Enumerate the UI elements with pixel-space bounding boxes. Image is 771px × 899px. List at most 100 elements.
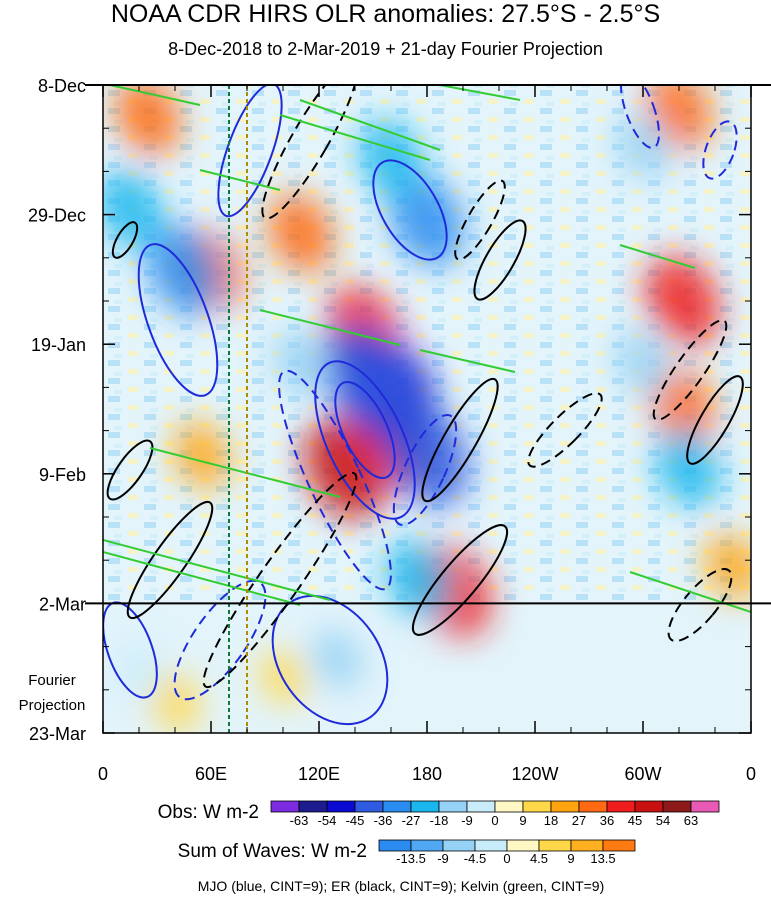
mjo-contour: [173, 579, 267, 701]
mjo-contour: [392, 413, 458, 527]
colorbar-label: 36: [600, 813, 614, 828]
footnote: MJO (blue, CINT=9); ER (black, CINT=9); …: [198, 878, 605, 894]
mjo-contour: [702, 120, 738, 180]
kelvin-contour: [629, 571, 751, 613]
anomaly-blob: [268, 193, 334, 273]
colorbar-box: [494, 800, 524, 813]
colorbar-label: -45: [346, 813, 365, 828]
colorbar-box: [270, 800, 300, 813]
wave-contours: [103, 85, 751, 726]
mjo-contour: [314, 360, 416, 520]
anomaly-blob: [615, 113, 671, 180]
kelvin-contour: [279, 114, 431, 161]
y-tick-label: 19-Jan: [31, 335, 86, 355]
colorbar-label: 45: [628, 813, 642, 828]
er-contour: [473, 219, 527, 301]
chart-title: NOAA CDR HIRS OLR anomalies: 27.5°S - 2.…: [110, 0, 661, 28]
colorbar-box: [442, 839, 476, 852]
colorbar-label: 54: [656, 813, 670, 828]
colorbar-box: [326, 800, 356, 813]
anomaly-blob: [174, 422, 230, 489]
er-contour: [667, 568, 733, 642]
er-contour: [686, 375, 744, 465]
chart-subtitle: 8-Dec-2018 to 2-Mar-2019 + 21-day Fourie…: [168, 39, 603, 59]
colorbar-box: [410, 800, 440, 813]
colorbar-label: -4.5: [464, 851, 486, 866]
colorbar-label: 9: [519, 813, 526, 828]
colorbar-label: -9: [437, 851, 449, 866]
colorbar-label: -63: [290, 813, 309, 828]
colorbar-box: [522, 800, 552, 813]
colorbar-label: -9: [461, 813, 473, 828]
colorbar-box: [466, 800, 496, 813]
x-axis: 0 60E 120E 180 120W 60W 0: [98, 85, 756, 784]
colorbar-label: -54: [318, 813, 337, 828]
mjo-contour: [137, 243, 219, 397]
kelvin-contour: [419, 349, 516, 373]
anomaly-blob: [103, 169, 163, 248]
anomaly-blob: [645, 255, 720, 347]
colorbar-box: [438, 800, 468, 813]
colorbar-label: 0: [503, 851, 510, 866]
y-axis: 8-Dec 29-Dec 19-Jan 9-Feb 2-Mar 23-Mar: [28, 76, 751, 744]
kelvin-contour: [299, 99, 441, 151]
y-tick-label: 29-Dec: [28, 206, 86, 226]
projection-label-line2: Projection: [19, 697, 86, 714]
x-tick-label: 0: [98, 764, 108, 784]
x-tick-label: 0: [746, 764, 756, 784]
anomaly-blob: [385, 539, 451, 618]
colorbar-box: [474, 839, 508, 852]
colorbar-label: 63: [684, 813, 698, 828]
er-contour: [111, 221, 139, 259]
mjo-contour: [620, 85, 660, 149]
mjo-contour: [334, 380, 396, 480]
x-tick-label: 60E: [195, 764, 227, 784]
er-contour: [106, 439, 154, 501]
kelvin-contour: [439, 85, 521, 101]
colorbar-label: -13.5: [396, 851, 426, 866]
colorbar-box: [634, 800, 664, 813]
y-tick-label: 23-Mar: [29, 724, 86, 744]
kelvin-contour: [103, 551, 301, 606]
y-tick-label: 9-Feb: [39, 465, 86, 485]
colorbar-label: 9: [567, 851, 574, 866]
colorbar-label: 18: [544, 813, 558, 828]
waves-colorbar-title: Sum of Waves: W m-2: [178, 841, 367, 862]
colorbar-box: [662, 800, 692, 813]
colorbar-box: [506, 839, 540, 852]
obs-colorbar-title: Obs: W m-2: [158, 802, 259, 823]
anomaly-blob: [149, 671, 201, 733]
x-tick-label: 60W: [624, 764, 661, 784]
x-tick-label: 120W: [511, 764, 558, 784]
kelvin-contour: [109, 85, 201, 106]
kelvin-contour: [259, 309, 401, 346]
er-contour: [261, 85, 359, 220]
mjo-contour: [278, 369, 392, 591]
kelvin-contour: [619, 244, 696, 269]
colorbar-box: [606, 800, 636, 813]
colorbar-box: [538, 839, 572, 852]
colorbar-label: 27: [572, 813, 586, 828]
colorbar-label: 0: [491, 813, 498, 828]
anomaly-blob: [358, 119, 424, 199]
colorbar-label: -27: [402, 813, 421, 828]
projection-label-line1: Fourier: [28, 672, 76, 689]
kelvin-contour: [103, 539, 331, 601]
er-contour: [527, 392, 603, 468]
waves-colorbar: Sum of Waves: W m-2 -13.5 -9 -4.5 0 4.5 9 13.5: [178, 839, 636, 866]
anomaly-blob: [650, 366, 715, 446]
y-tick-label: 8-Dec: [38, 76, 86, 96]
kelvin-contour: [199, 169, 281, 191]
x-tick-label: 180: [412, 764, 442, 784]
colorbar-label: -18: [430, 813, 449, 828]
colorbar-box: [570, 839, 604, 852]
er-contour: [652, 319, 728, 421]
y-tick-label: 2-Mar: [39, 594, 86, 614]
colorbar-label: -36: [374, 813, 393, 828]
colorbar-box: [298, 800, 328, 813]
kelvin-contour: [149, 447, 341, 498]
colorbar-label: 4.5: [530, 851, 548, 866]
anomaly-blob: [705, 533, 751, 600]
er-contour: [421, 377, 499, 503]
